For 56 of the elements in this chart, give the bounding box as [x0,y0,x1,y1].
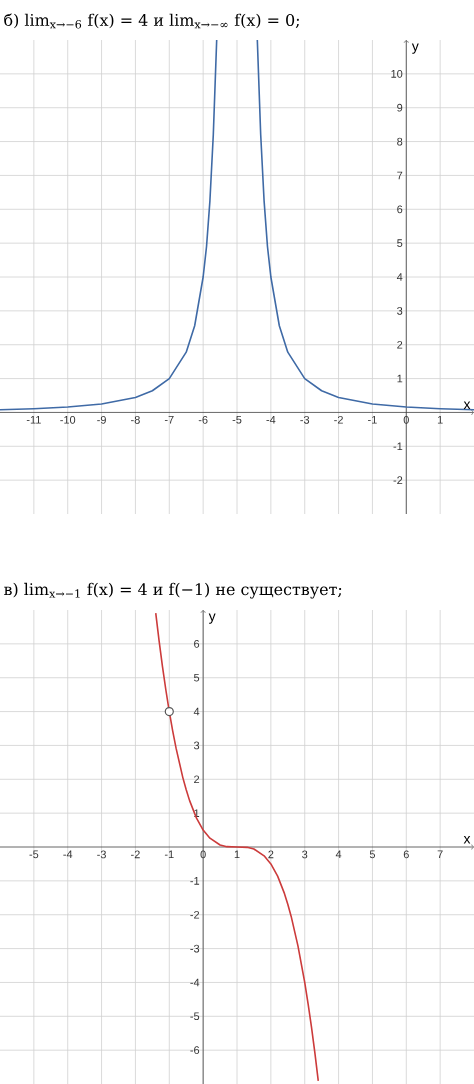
x-tick-label: 5 [369,850,376,859]
x-tick-label: 3 [302,850,308,859]
y-tick-label: 2 [397,340,403,349]
y-axis-title: y [208,613,216,624]
y-tick-label: 6 [397,205,403,214]
x-tick-label: -5 [29,850,39,859]
x-tick-label: -4 [63,850,73,859]
x-tick-label: 0 [200,850,206,859]
x-tick-label: -7 [164,415,174,424]
y-tick-label: 3 [397,306,403,315]
y-tick-label: 5 [397,239,403,247]
y-tick-label: 5 [193,673,200,682]
y-tick-label: 8 [397,137,403,146]
y-tick-label: 3 [193,741,200,750]
line-series [0,40,218,411]
x-tick-label: -8 [131,415,140,424]
y-tick-label: 4 [193,707,200,716]
x-tick-label: -4 [266,415,276,424]
y-tick-label: -1 [190,877,200,885]
x-axis-title: x [463,836,471,844]
x-tick-label: 7 [437,850,443,859]
x-tick-label: 1 [437,415,443,424]
x-tick-label: -1 [164,850,174,859]
x-tick-label: -1 [368,415,377,424]
y-tick-label: 10 [391,69,403,78]
x-tick-label: -2 [334,415,343,424]
x-tick-label: -3 [300,415,310,424]
x-tick-label: -3 [97,850,106,859]
y-axis-title: y [411,43,419,54]
y-tick-label: 7 [397,171,403,180]
y-tick-label: 2 [194,775,200,784]
x-tick-label: 6 [403,850,409,859]
x-tick-label: -2 [131,850,140,859]
y-tick-label: -1 [393,442,403,451]
y-tick-label: -2 [393,476,403,484]
y-tick-label: -4 [190,978,200,987]
chart-title: в) lim$_{x→−1}$ f(x) = 4 и f(−1) не существует; [4,582,342,599]
y-tick-label: 6 [194,639,200,648]
x-tick-label: 4 [335,850,342,859]
y-tick-label: -5 [190,1012,200,1021]
line-series [154,612,320,1082]
x-axis-title: x [463,401,471,409]
chart-title: б) lim$_{x→−6}$ f(x) = 4 и lim$_{x→−∞}$ f(x) = 0; [4,13,299,29]
x-tick-label: 2 [268,850,274,859]
x-tick-label: -9 [97,415,106,424]
line-series [256,40,474,411]
x-tick-label: 1 [234,850,240,859]
y-tick-label: -3 [190,944,200,953]
x-tick-label: -11 [26,415,41,424]
y-tick-label: 4 [396,273,403,281]
y-tick-label: 9 [397,103,403,112]
y-tick-label: -6 [190,1046,200,1055]
y-tick-label: -2 [190,910,200,919]
x-tick-label: -10 [60,415,76,424]
x-tick-label: -5 [232,415,242,424]
y-tick-label: 1 [397,374,403,383]
